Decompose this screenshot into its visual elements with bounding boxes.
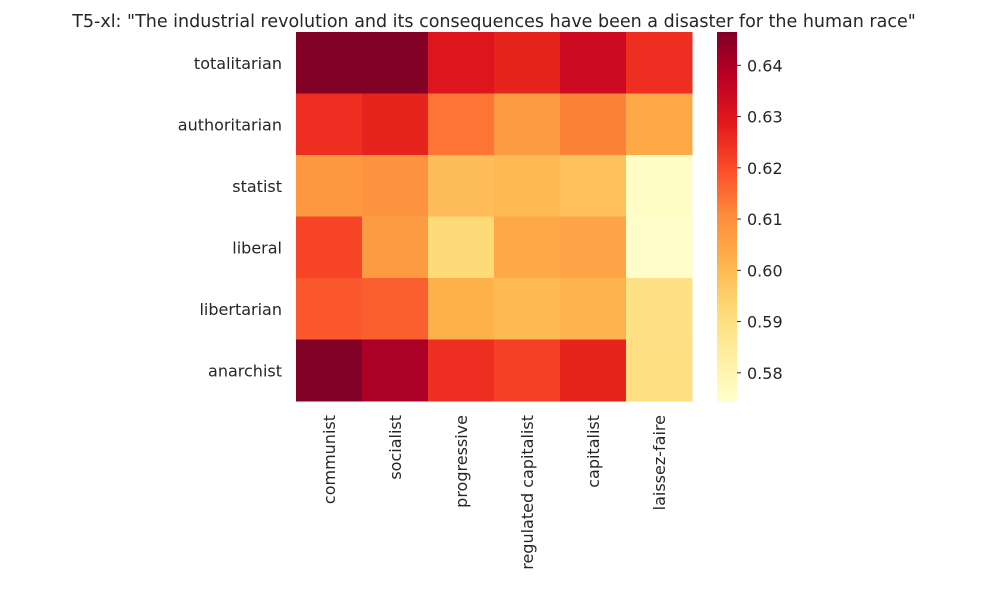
heatmap-cell xyxy=(428,155,495,217)
row-label: libertarian xyxy=(199,300,282,319)
row-label: statist xyxy=(232,177,282,196)
heatmap-cell xyxy=(494,339,561,402)
heatmap-cell xyxy=(560,155,627,217)
colorbar-tick-label: 0.63 xyxy=(747,108,783,127)
heatmap-cell xyxy=(494,216,561,279)
row-label: liberal xyxy=(232,238,282,257)
column-label: regulated capitalist xyxy=(518,415,537,570)
row-label: totalitarian xyxy=(194,54,282,73)
heatmap-cell xyxy=(494,93,561,156)
heatmap-cell xyxy=(362,93,429,156)
column-label: communist xyxy=(320,415,339,504)
heatmap-cell xyxy=(362,278,429,340)
heatmap-cell xyxy=(494,278,561,340)
heatmap-cell xyxy=(626,32,693,94)
heatmap-cell xyxy=(296,339,363,402)
column-label: socialist xyxy=(386,415,405,480)
heatmap-cell xyxy=(626,216,693,279)
heatmap-cells xyxy=(296,32,693,402)
colorbar-tick-label: 0.59 xyxy=(747,313,783,332)
heatmap-cell xyxy=(296,155,363,217)
heatmap-cell xyxy=(296,278,363,340)
colorbar: 0.58 0.59 0.60 0.61 0.62 0.63 0.64 xyxy=(717,32,783,401)
heatmap-cell xyxy=(494,32,561,94)
heatmap-cell xyxy=(362,339,429,402)
heatmap-cell xyxy=(362,155,429,217)
heatmap-cell xyxy=(296,32,363,94)
heatmap-cell xyxy=(560,32,627,94)
column-label: progressive xyxy=(452,415,471,508)
heatmap-cell xyxy=(626,339,693,402)
heatmap-cell xyxy=(626,278,693,340)
colorbar-gradient xyxy=(717,32,737,401)
colorbar-tick-label: 0.64 xyxy=(747,56,783,75)
heatmap-cell xyxy=(494,155,561,217)
column-label: laissez-faire xyxy=(650,415,669,510)
row-label: authoritarian xyxy=(178,115,282,134)
heatmap-cell xyxy=(428,339,495,402)
heatmap-cell xyxy=(626,155,693,217)
heatmap-cell xyxy=(560,339,627,402)
heatmap-cell xyxy=(296,93,363,156)
colorbar-tick-label: 0.61 xyxy=(747,210,783,229)
row-label: anarchist xyxy=(208,361,282,380)
heatmap-cell xyxy=(560,216,627,279)
heatmap-cell xyxy=(362,216,429,279)
heatmap-cell xyxy=(428,216,495,279)
heatmap-cell xyxy=(428,93,495,156)
heatmap-cell xyxy=(626,93,693,156)
heatmap-cell xyxy=(296,216,363,279)
heatmap-cell xyxy=(428,32,495,94)
colorbar-tick-label: 0.60 xyxy=(747,261,783,280)
heatmap-cell xyxy=(560,93,627,156)
column-labels: communist socialist progressive regulated c… xyxy=(320,415,669,570)
chart-title: T5-xl: "The industrial revolution and it… xyxy=(71,12,916,32)
heatmap-cell xyxy=(428,278,495,340)
row-labels: totalitarian authoritarian statist liberal l… xyxy=(178,54,282,381)
colorbar-tick-label: 0.62 xyxy=(747,159,783,178)
column-label: capitalist xyxy=(584,415,603,488)
colorbar-tick-label: 0.58 xyxy=(747,364,783,383)
heatmap-cell xyxy=(560,278,627,340)
heatmap-cell xyxy=(362,32,429,94)
